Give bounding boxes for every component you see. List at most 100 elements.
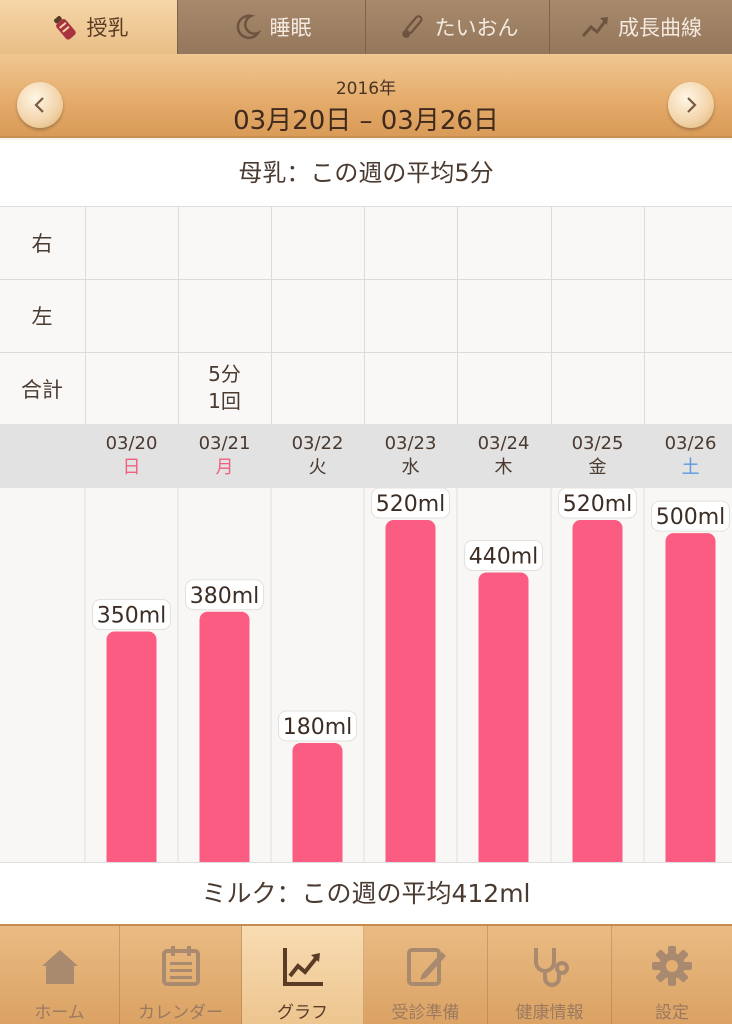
table-column-divider — [457, 207, 458, 424]
tab-label: たいおん — [434, 16, 519, 40]
thermometer-icon — [401, 15, 423, 38]
nav-label: ホーム — [34, 1003, 85, 1023]
nav-label: 設定 — [655, 1003, 689, 1023]
date-range-header: 2016年 03月20日 – 03月26日 — [0, 54, 732, 138]
bar-label-background — [278, 710, 357, 742]
milk-bar — [665, 533, 716, 871]
next-week-button[interactable] — [668, 82, 714, 128]
day-date: 03/24 — [477, 433, 530, 454]
day-weekday: 日 — [122, 457, 141, 478]
bar-label-background — [371, 487, 450, 519]
tab-label: 成長曲線 — [618, 16, 702, 40]
bar-value-label: 180ml — [283, 715, 353, 740]
stethoscope-icon — [533, 948, 569, 987]
day-column-header: 03/21 月 — [178, 432, 271, 480]
day-date: 03/25 — [571, 433, 624, 454]
day-weekday: 土 — [681, 457, 700, 478]
tab-feeding[interactable]: 授乳 — [0, 0, 178, 54]
total-cell-0321: 5分 1回 — [208, 362, 241, 413]
day-column-header: 03/23 水 — [364, 432, 457, 480]
day-date: 03/23 — [384, 433, 437, 454]
day-weekday: 水 — [401, 457, 420, 478]
bar-label-background — [651, 500, 730, 532]
nav-label: 健康情報 — [515, 1003, 584, 1023]
row-label-right: 右 — [31, 232, 53, 256]
year-label: 2016年 — [335, 79, 397, 99]
table-column-divider — [644, 207, 645, 424]
bottle-icon — [53, 16, 76, 40]
memo-icon — [406, 948, 446, 986]
day-date: 03/26 — [664, 433, 717, 454]
gear-icon — [652, 946, 692, 986]
graph-icon — [282, 948, 323, 986]
day-weekday: 月 — [215, 457, 234, 478]
tab-sleep[interactable]: 睡眠 — [178, 0, 366, 54]
table-column-divider — [551, 207, 552, 424]
bar-label-background — [464, 539, 543, 571]
day-header-row: 03/20 日 03/21 月 03/22 火 03/23 水 03/24 木 03/25 金 03/2… — [0, 424, 732, 488]
day-column-header: 03/26 土 — [644, 432, 732, 480]
milk-bar — [199, 611, 250, 871]
bar-value-label: 350ml — [97, 603, 167, 628]
day-weekday: 火 — [308, 457, 327, 478]
nav-label: グラフ — [277, 1003, 328, 1023]
table-column-divider — [364, 207, 365, 424]
bar-value-label: 500ml — [656, 505, 726, 530]
nav-settings[interactable]: 設定 — [612, 926, 732, 1024]
tab-label: 授乳 — [86, 16, 129, 40]
day-weekday: 金 — [588, 457, 607, 478]
day-column-header: 03/24 木 — [457, 432, 550, 480]
day-date: 03/21 — [198, 433, 251, 454]
chart-canvas: 350ml 380ml 180ml 520ml 440ml 520ml 500ml — [84, 487, 730, 871]
week-range-label: 03月20日 – 03月26日 — [233, 106, 499, 136]
nav-calendar[interactable]: カレンダー — [120, 926, 242, 1024]
nav-health-info[interactable]: 健康情報 — [488, 926, 612, 1024]
milk-bar — [478, 572, 529, 871]
milk-bar-chart: 350ml 380ml 180ml 520ml 440ml 520ml 500ml — [0, 487, 732, 871]
growth-arrow-icon — [581, 17, 608, 37]
day-date: 03/22 — [291, 433, 344, 454]
bar-label-background — [185, 579, 264, 611]
table-column-divider — [271, 207, 272, 424]
bar-value-label: 440ml — [469, 544, 539, 569]
chevron-right-icon — [687, 97, 697, 113]
breast-feeding-table: 右 左 合計 5分 1回 — [0, 206, 732, 424]
bar-value-label: 520ml — [563, 492, 633, 517]
left-row: 左 — [0, 280, 732, 353]
top-tab-bar: 授乳 睡眠 たいおん 成長曲線 — [0, 0, 732, 54]
chevron-left-icon — [34, 97, 44, 113]
day-column-header: 03/20 日 — [85, 432, 178, 480]
row-label-total: 合計 — [21, 378, 63, 402]
milk-bar — [106, 631, 157, 871]
bar-value-label: 520ml — [376, 492, 446, 517]
day-column-header: 03/22 火 — [271, 432, 364, 480]
nav-checkup-prep[interactable]: 受診準備 — [364, 926, 488, 1024]
nav-home[interactable]: ホーム — [0, 926, 120, 1024]
nav-label: カレンダー — [138, 1003, 223, 1023]
tab-growth[interactable]: 成長曲線 — [550, 0, 732, 54]
calendar-icon — [161, 946, 200, 986]
day-column-header: 03/25 金 — [551, 432, 644, 480]
right-row: 右 — [0, 207, 732, 280]
tab-label: 睡眠 — [269, 16, 312, 40]
bar-label-background — [92, 598, 171, 630]
bottom-navigation: ホーム カレンダー グラフ 受診準備 健康情報 設定 — [0, 924, 732, 1024]
tab-temperature[interactable]: たいおん — [366, 0, 550, 54]
total-row: 合計 5分 1回 — [0, 353, 732, 425]
row-label-left: 左 — [31, 305, 53, 329]
day-date: 03/20 — [105, 433, 158, 454]
bar-value-label: 380ml — [190, 584, 260, 609]
nav-label: 受診準備 — [391, 1003, 460, 1023]
table-column-divider — [85, 207, 86, 424]
milk-bar — [292, 742, 343, 871]
milk-summary: ミルク：この週の平均412ml — [0, 862, 732, 924]
moon-icon — [236, 14, 261, 40]
milk-bar — [385, 520, 436, 871]
breast-milk-summary: 母乳：この週の平均5分 — [0, 140, 732, 206]
home-icon — [41, 950, 78, 984]
day-weekday: 木 — [494, 457, 513, 478]
nav-graph[interactable]: グラフ — [242, 926, 364, 1024]
previous-week-button[interactable] — [17, 82, 63, 128]
bar-label-background — [558, 487, 637, 519]
milk-bar — [572, 520, 623, 871]
